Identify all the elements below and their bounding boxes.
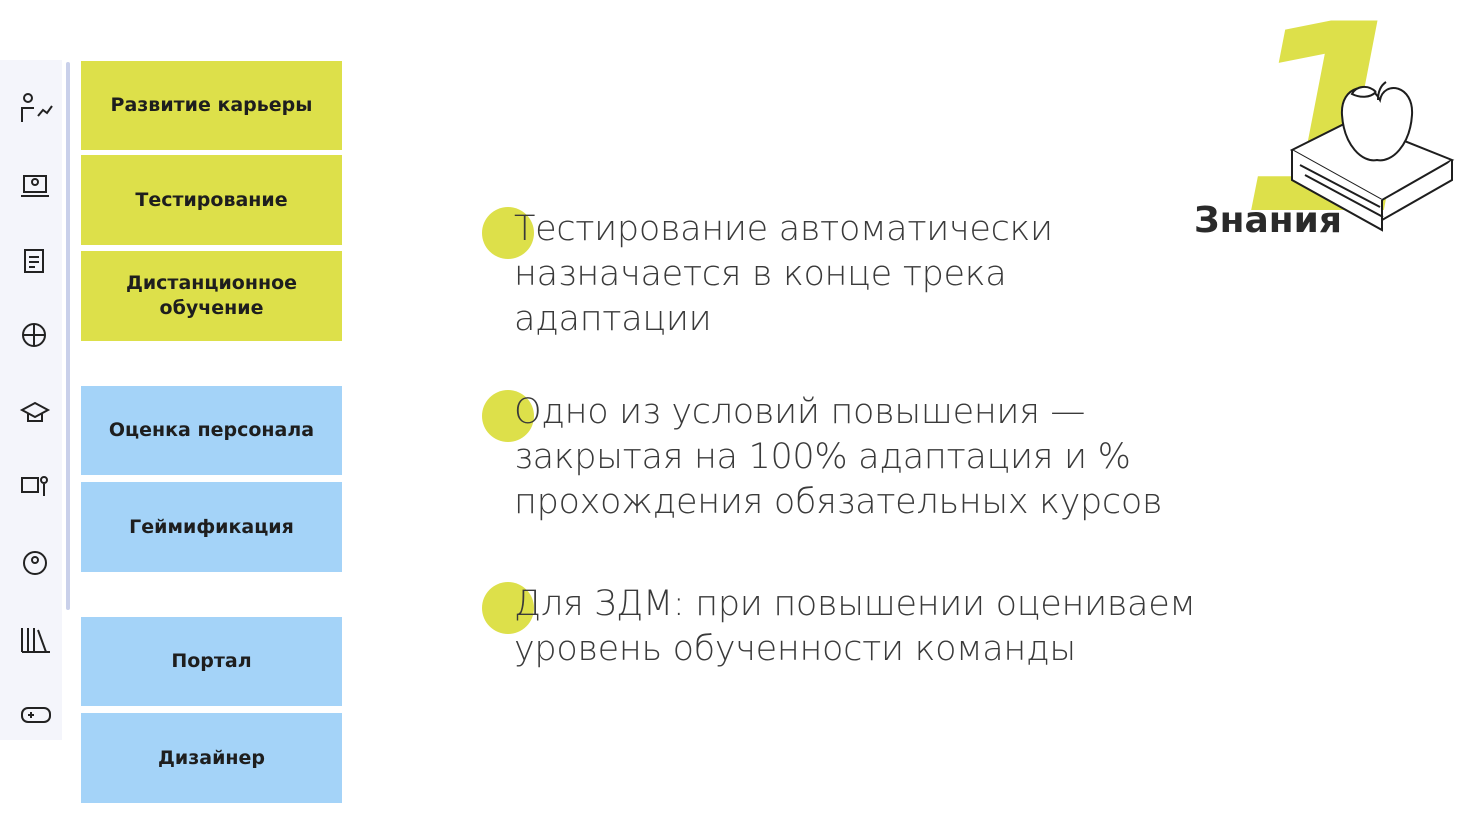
- text-line: закрытая на 100% адаптация и %: [514, 437, 1131, 477]
- bullet-dot: [482, 207, 534, 259]
- menu-item[interactable]: Геймификация: [81, 482, 342, 572]
- menu-item[interactable]: Оценка персонала: [81, 386, 342, 475]
- icon-strip: [0, 60, 62, 740]
- section-title: Знания: [1194, 200, 1342, 241]
- game-icon[interactable]: [21, 707, 51, 723]
- menu-item[interactable]: Дистанционное обучение: [81, 251, 342, 341]
- history-icon[interactable]: [23, 551, 47, 575]
- remote-icon[interactable]: [24, 249, 44, 273]
- text-line: Одно из условий повышения —: [514, 392, 1086, 432]
- icon-bar: [19, 93, 53, 723]
- grad-icon[interactable]: [19, 401, 51, 422]
- test-icon[interactable]: [21, 175, 49, 197]
- menu-item[interactable]: Развитие карьеры: [81, 61, 342, 150]
- illustration: 1: [1240, 0, 1455, 250]
- bullet: Одно из условий повышения — закрытая на 1…: [482, 390, 1162, 525]
- book-apple: [1289, 81, 1455, 232]
- library-icon[interactable]: [21, 628, 50, 653]
- text-line: прохождения обязательных курсов: [514, 482, 1163, 522]
- bullet-dot: [482, 582, 534, 634]
- text-line: Для ЗДМ: при повышении оцениваем: [514, 584, 1196, 624]
- bullet-text: Одно из условий повышения — закрытая на 1…: [514, 390, 1162, 525]
- bullet: Тестирование автоматически назначается в …: [482, 207, 1053, 342]
- text-line: уровень обученности команды: [514, 629, 1076, 669]
- globe-icon[interactable]: [22, 323, 46, 347]
- menu-item[interactable]: Дизайнер: [81, 713, 342, 803]
- bullet-text: Тестирование автоматически назначается в …: [514, 207, 1053, 342]
- text-line: назначается в конце трека: [514, 254, 1007, 294]
- scrollbar: [66, 62, 70, 610]
- bullet-dot: [482, 390, 534, 442]
- text-line: Тестирование автоматически: [514, 209, 1053, 249]
- bullet: Для ЗДМ: при повышении оцениваем уровень …: [482, 582, 1196, 672]
- career-icon[interactable]: [21, 93, 53, 122]
- menu-item[interactable]: Тестирование: [81, 155, 342, 245]
- bullet-text: Для ЗДМ: при повышении оцениваем уровень …: [514, 582, 1196, 672]
- menu-item[interactable]: Портал: [81, 617, 342, 706]
- people-icon[interactable]: [21, 476, 48, 496]
- text-line: адаптации: [514, 299, 712, 339]
